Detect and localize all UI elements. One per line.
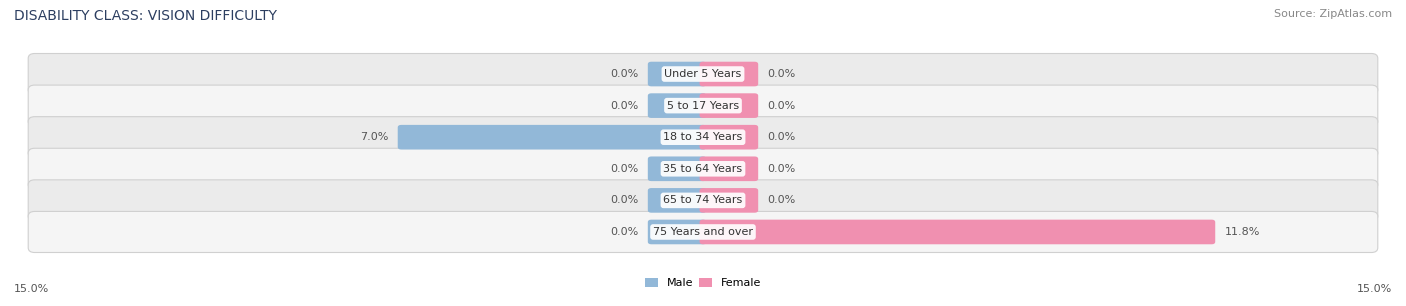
Text: Source: ZipAtlas.com: Source: ZipAtlas.com: [1274, 9, 1392, 19]
FancyBboxPatch shape: [28, 211, 1378, 252]
FancyBboxPatch shape: [28, 54, 1378, 95]
FancyBboxPatch shape: [28, 180, 1378, 221]
Text: 75 Years and over: 75 Years and over: [652, 227, 754, 237]
Text: 0.0%: 0.0%: [610, 195, 638, 205]
FancyBboxPatch shape: [648, 62, 706, 86]
Text: 0.0%: 0.0%: [768, 132, 796, 142]
Text: 15.0%: 15.0%: [1357, 284, 1392, 294]
Text: 0.0%: 0.0%: [768, 164, 796, 174]
FancyBboxPatch shape: [398, 125, 706, 150]
Text: 18 to 34 Years: 18 to 34 Years: [664, 132, 742, 142]
Text: 0.0%: 0.0%: [768, 195, 796, 205]
Text: 0.0%: 0.0%: [610, 164, 638, 174]
Text: 65 to 74 Years: 65 to 74 Years: [664, 195, 742, 205]
FancyBboxPatch shape: [700, 156, 758, 181]
FancyBboxPatch shape: [28, 148, 1378, 189]
Text: 7.0%: 7.0%: [360, 132, 388, 142]
Text: Under 5 Years: Under 5 Years: [665, 69, 741, 79]
FancyBboxPatch shape: [700, 188, 758, 213]
FancyBboxPatch shape: [648, 93, 706, 118]
FancyBboxPatch shape: [648, 156, 706, 181]
FancyBboxPatch shape: [28, 117, 1378, 158]
FancyBboxPatch shape: [700, 125, 758, 150]
FancyBboxPatch shape: [700, 93, 758, 118]
Text: 0.0%: 0.0%: [768, 101, 796, 111]
FancyBboxPatch shape: [28, 85, 1378, 126]
Text: 5 to 17 Years: 5 to 17 Years: [666, 101, 740, 111]
FancyBboxPatch shape: [700, 220, 1215, 244]
FancyBboxPatch shape: [700, 62, 758, 86]
FancyBboxPatch shape: [648, 220, 706, 244]
Text: 0.0%: 0.0%: [610, 227, 638, 237]
Text: DISABILITY CLASS: VISION DIFFICULTY: DISABILITY CLASS: VISION DIFFICULTY: [14, 9, 277, 23]
FancyBboxPatch shape: [648, 188, 706, 213]
Legend: Male, Female: Male, Female: [644, 278, 762, 289]
Text: 0.0%: 0.0%: [610, 69, 638, 79]
Text: 35 to 64 Years: 35 to 64 Years: [664, 164, 742, 174]
Text: 0.0%: 0.0%: [768, 69, 796, 79]
Text: 0.0%: 0.0%: [610, 101, 638, 111]
Text: 11.8%: 11.8%: [1225, 227, 1260, 237]
Text: 15.0%: 15.0%: [14, 284, 49, 294]
